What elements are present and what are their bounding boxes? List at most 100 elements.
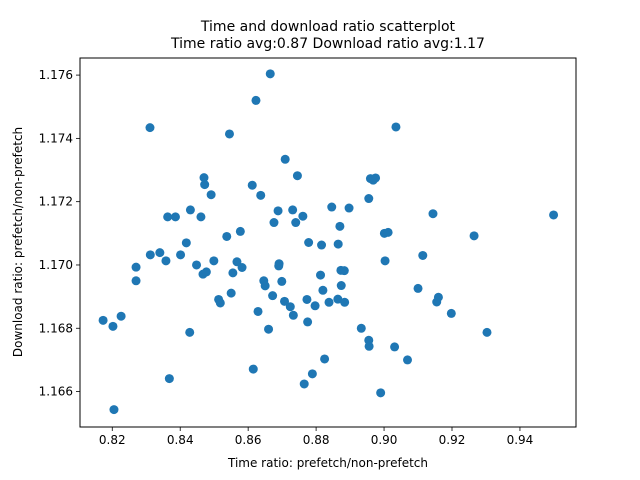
data-point [413, 283, 423, 293]
data-point [376, 388, 386, 398]
data-point [336, 281, 346, 291]
data-point [145, 250, 155, 260]
data-point [380, 256, 390, 266]
data-point [340, 297, 350, 307]
x-tick-label: 0.92 [439, 433, 466, 447]
data-point [339, 266, 349, 276]
chart-subtitle: Time ratio avg:0.87 Download ratio avg:1… [170, 36, 485, 52]
data-point [155, 248, 165, 258]
data-point [145, 123, 155, 133]
data-point [356, 323, 366, 333]
data-point [215, 298, 225, 308]
data-point [446, 308, 456, 318]
data-point [235, 226, 245, 236]
data-point [403, 355, 412, 365]
x-tick-label: 0.84 [167, 433, 194, 447]
data-point [288, 205, 298, 215]
data-point [364, 341, 374, 351]
data-point [196, 212, 206, 222]
data-point [317, 240, 327, 250]
y-tick-label: 1.168 [39, 321, 73, 335]
data-point [390, 342, 400, 352]
data-point [222, 231, 232, 241]
data-point [307, 369, 317, 379]
data-point [549, 210, 559, 220]
data-point [192, 260, 202, 270]
data-points [98, 69, 559, 415]
data-point [209, 256, 219, 266]
data-point [181, 238, 191, 248]
x-tick-label: 0.88 [303, 433, 330, 447]
data-point [428, 209, 438, 219]
data-point [176, 250, 186, 260]
data-point [237, 263, 247, 272]
data-point [226, 288, 236, 298]
data-point [333, 239, 343, 249]
y-tick-label: 1.176 [39, 68, 73, 82]
data-point [291, 218, 301, 228]
data-point [273, 206, 283, 216]
data-point [206, 190, 216, 200]
y-axis-label: Download ratio: prefetch/non-prefetch [11, 127, 25, 357]
data-point [318, 285, 328, 295]
data-point [256, 190, 266, 200]
data-point [344, 203, 354, 213]
y-tick-label: 1.174 [39, 131, 73, 145]
data-point [253, 306, 263, 316]
data-point [201, 267, 211, 277]
data-point [109, 405, 119, 415]
data-point [268, 291, 278, 301]
data-point [371, 173, 381, 183]
data-point [98, 315, 108, 325]
data-point [302, 294, 312, 304]
x-axis-label: Time ratio: prefetch/non-prefetch [227, 456, 428, 470]
x-tick-label: 0.90 [371, 433, 398, 447]
data-point [364, 194, 374, 204]
data-point [163, 212, 173, 222]
data-point [185, 205, 195, 215]
data-point [228, 268, 238, 278]
x-axis-ticks: 0.82 0.84 0.86 0.88 0.90 0.92 0.94 [99, 427, 533, 447]
y-axis-ticks: 1.166 1.168 1.170 1.172 1.174 1.176 [39, 68, 80, 399]
chart-title: Time and download ratio scatterplot [200, 19, 456, 35]
data-point [327, 202, 337, 212]
data-point [469, 231, 479, 241]
data-point [383, 227, 393, 237]
x-tick-label: 0.82 [99, 433, 126, 447]
data-point [303, 317, 313, 327]
data-point [200, 180, 210, 190]
data-point [264, 324, 274, 334]
data-point [482, 327, 492, 337]
data-point [185, 327, 195, 337]
data-point [418, 250, 428, 260]
data-point [285, 302, 295, 312]
data-point [161, 256, 171, 266]
data-point [260, 281, 270, 291]
y-tick-label: 1.170 [39, 258, 73, 272]
data-point [274, 259, 284, 269]
data-point [292, 171, 302, 181]
data-point [131, 262, 141, 272]
data-point [224, 129, 234, 139]
data-point [116, 311, 126, 321]
data-point [108, 321, 118, 331]
data-point [248, 364, 258, 374]
data-point [288, 310, 298, 320]
y-tick-label: 1.166 [39, 385, 73, 399]
data-point [251, 95, 261, 105]
data-point [280, 296, 290, 306]
data-point [269, 218, 279, 228]
data-point [170, 212, 180, 222]
plot-frame [79, 57, 577, 428]
data-point [324, 297, 334, 307]
data-point [247, 180, 257, 190]
data-point [316, 270, 326, 280]
data-point [304, 238, 314, 247]
data-point [265, 69, 275, 79]
data-point [299, 379, 309, 389]
x-tick-label: 0.86 [235, 433, 262, 447]
data-point [333, 294, 343, 304]
data-point [199, 173, 209, 183]
data-point [164, 374, 174, 384]
